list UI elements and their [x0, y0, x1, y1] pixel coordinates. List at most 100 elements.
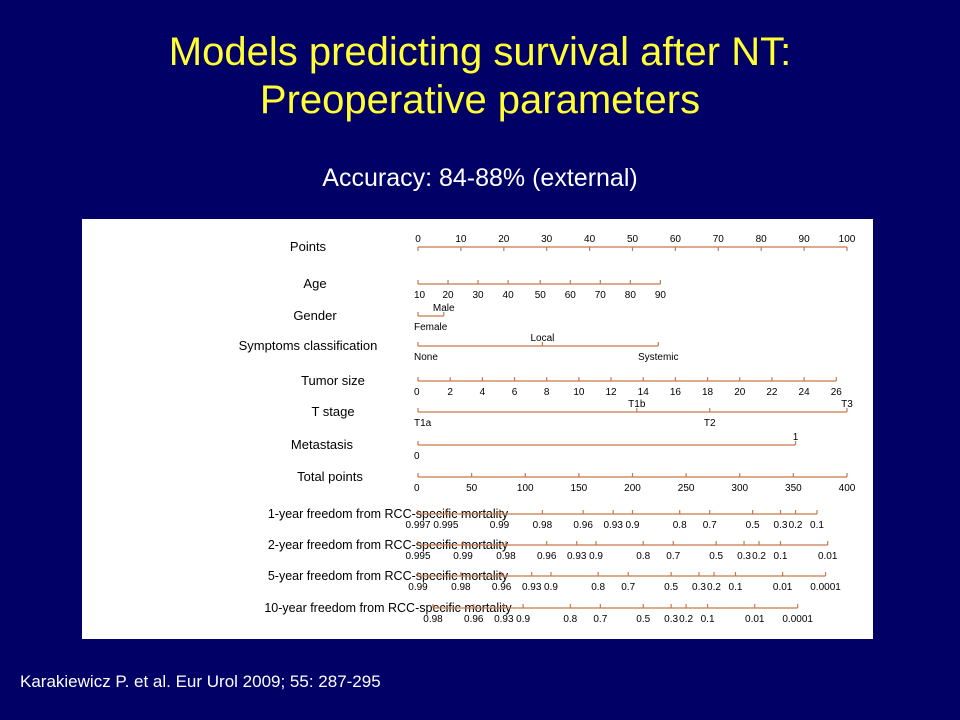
tick-label-surv2-9: 0.3 — [737, 551, 751, 562]
tick-label-age-4: 50 — [535, 290, 547, 301]
accuracy-subtitle: Accuracy: 84-88% (external) — [322, 164, 638, 192]
tick-label-tumor_size-5: 10 — [573, 387, 585, 398]
tick-label-t_stage-1: T1b — [628, 399, 646, 410]
tick-label-surv1-11: 0.2 — [789, 520, 803, 531]
tick-label-surv1-2: 0.99 — [490, 520, 510, 531]
title-line-2: Preoperative parameters — [259, 78, 701, 122]
tick-label-surv5-10: 0.1 — [729, 582, 743, 593]
tick-label-surv5-8: 0.3 — [692, 582, 706, 593]
row-label-age: Age — [303, 276, 326, 291]
tick-label-surv1-4: 0.96 — [573, 520, 593, 531]
tick-label-tumor_size-4: 8 — [544, 387, 550, 398]
tick-label-tumor_size-10: 20 — [734, 387, 746, 398]
row-label-surv5: 5-year freedom from RCC-specific mortali… — [268, 569, 509, 583]
tick-label-gender-1: Male — [433, 303, 455, 314]
tick-label-surv1-7: 0.8 — [673, 520, 687, 531]
tick-label-total_points-8: 400 — [839, 483, 856, 494]
tick-label-surv10-10: 0.01 — [745, 614, 765, 625]
tick-label-points-4: 40 — [584, 234, 596, 245]
row-label-tumor_size: Tumor size — [301, 373, 365, 388]
tick-label-surv2-11: 0.1 — [774, 551, 788, 562]
tick-label-surv2-0: 0.995 — [405, 551, 430, 562]
tick-label-tumor_size-2: 4 — [480, 387, 486, 398]
tick-label-surv2-6: 0.8 — [636, 551, 650, 562]
tick-label-symptoms-2: Systemic — [638, 352, 679, 363]
tick-label-surv5-5: 0.8 — [591, 582, 605, 593]
tick-label-points-1: 10 — [455, 234, 467, 245]
tick-label-surv10-6: 0.5 — [636, 614, 650, 625]
row-label-surv1: 1-year freedom from RCC-specific mortali… — [268, 507, 509, 521]
tick-label-surv5-1: 0.98 — [451, 582, 471, 593]
row-label-metastasis: Metastasis — [291, 437, 354, 452]
tick-label-tumor_size-0: 0 — [414, 387, 420, 398]
tick-label-surv2-7: 0.7 — [666, 551, 680, 562]
tick-label-surv10-11: 0.0001 — [782, 614, 813, 625]
tick-label-points-3: 30 — [541, 234, 553, 245]
tick-label-surv1-5: 0.93 — [603, 520, 623, 531]
tick-label-age-3: 40 — [503, 290, 515, 301]
tick-label-surv10-3: 0.9 — [516, 614, 530, 625]
tick-label-total_points-2: 100 — [517, 483, 534, 494]
tick-label-total_points-3: 150 — [571, 483, 588, 494]
tick-label-points-6: 60 — [670, 234, 682, 245]
tick-label-surv2-2: 0.98 — [496, 551, 516, 562]
tick-label-total_points-5: 250 — [678, 483, 695, 494]
row-label-points: Points — [290, 239, 327, 254]
tick-label-surv2-8: 0.5 — [709, 551, 723, 562]
tick-label-age-1: 20 — [442, 290, 454, 301]
tick-label-t_stage-3: T3 — [841, 399, 853, 410]
tick-label-tumor_size-12: 24 — [799, 387, 811, 398]
tick-label-tumor_size-9: 18 — [702, 387, 714, 398]
tick-label-surv1-0: 0.997 — [405, 520, 430, 531]
tick-label-metastasis-1: 1 — [793, 432, 799, 443]
tick-label-total_points-1: 50 — [466, 483, 478, 494]
tick-label-surv1-12: 0.1 — [810, 520, 824, 531]
tick-label-surv5-2: 0.96 — [492, 582, 512, 593]
tick-label-symptoms-1: Local — [530, 333, 554, 344]
tick-label-surv5-3: 0.93 — [522, 582, 542, 593]
tick-label-metastasis-0: 0 — [414, 451, 420, 462]
tick-label-age-5: 60 — [565, 290, 577, 301]
tick-label-surv5-6: 0.7 — [621, 582, 635, 593]
tick-label-surv2-4: 0.93 — [567, 551, 587, 562]
tick-label-points-8: 80 — [756, 234, 768, 245]
tick-label-points-7: 70 — [713, 234, 725, 245]
row-label-t_stage: T stage — [311, 404, 354, 419]
tick-label-surv5-4: 0.9 — [544, 582, 558, 593]
row-label-surv10: 10-year freedom from RCC-specific mortal… — [264, 601, 512, 615]
tick-label-tumor_size-6: 12 — [605, 387, 617, 398]
nomogram-figure: Points 0 10 20 30 40 50 60 70 80 90 100 Age 10 20 30 40 5… — [82, 219, 873, 639]
tick-label-total_points-4: 200 — [624, 483, 641, 494]
tick-label-surv5-11: 0.01 — [773, 582, 793, 593]
tick-label-surv1-8: 0.7 — [703, 520, 717, 531]
tick-label-points-5: 50 — [627, 234, 639, 245]
tick-label-surv10-2: 0.93 — [494, 614, 514, 625]
row-label-surv2: 2-year freedom from RCC-specific mortali… — [268, 538, 509, 552]
tick-label-surv10-1: 0.96 — [464, 614, 484, 625]
tick-label-total_points-6: 300 — [731, 483, 748, 494]
tick-label-age-0: 10 — [414, 290, 426, 301]
tick-label-surv1-10: 0.3 — [774, 520, 788, 531]
tick-label-points-10: 100 — [839, 234, 856, 245]
title-line-1: Models predicting survival after NT: — [168, 30, 792, 74]
tick-label-tumor_size-1: 2 — [447, 387, 453, 398]
tick-label-surv5-7: 0.5 — [664, 582, 678, 593]
citation: Karakiewicz P. et al. Eur Urol 2009; 55:… — [20, 672, 381, 691]
tick-label-t_stage-2: T2 — [704, 418, 716, 429]
row-label-total_points: Total points — [297, 469, 363, 484]
tick-label-tumor_size-13: 26 — [831, 387, 843, 398]
tick-label-age-2: 30 — [472, 290, 484, 301]
slide-title: Models predicting survival after NT: Pre… — [0, 28, 960, 124]
tick-label-tumor_size-8: 16 — [670, 387, 682, 398]
tick-label-surv5-12: 0.0001 — [810, 582, 841, 593]
tick-label-age-8: 90 — [655, 290, 667, 301]
tick-label-surv1-3: 0.98 — [533, 520, 553, 531]
tick-label-surv2-3: 0.96 — [537, 551, 557, 562]
tick-label-tumor_size-7: 14 — [638, 387, 650, 398]
tick-label-symptoms-0: None — [414, 352, 438, 363]
row-label-symptoms: Symptoms classification — [239, 338, 378, 353]
tick-label-surv2-10: 0.2 — [752, 551, 766, 562]
row-label-gender: Gender — [293, 308, 337, 323]
tick-label-surv10-7: 0.3 — [664, 614, 678, 625]
tick-label-gender-0: Female — [414, 322, 448, 333]
